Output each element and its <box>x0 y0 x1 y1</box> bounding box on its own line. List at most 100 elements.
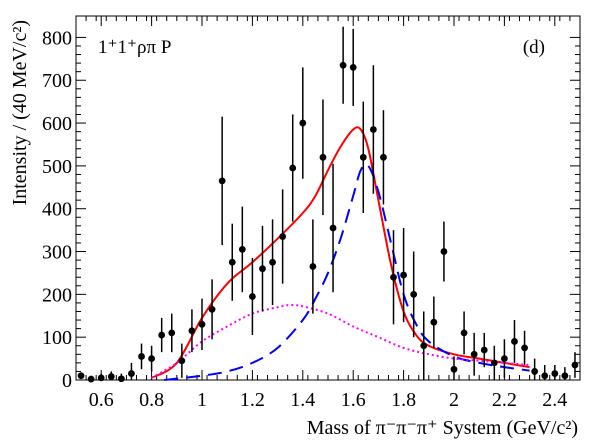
data-point <box>218 116 226 246</box>
point-marker <box>460 329 468 337</box>
annotation-panel: (d) <box>523 37 545 58</box>
point-marker <box>531 368 539 375</box>
point-marker <box>128 370 135 377</box>
data-point <box>117 373 125 383</box>
point-marker <box>470 350 478 358</box>
plot-frame <box>75 15 581 381</box>
point-marker <box>178 357 186 365</box>
data-point <box>400 227 407 323</box>
point-marker <box>521 344 528 352</box>
point-marker <box>410 290 418 298</box>
point-marker <box>269 258 276 266</box>
point-marker <box>238 245 246 253</box>
point-marker <box>208 305 216 313</box>
data-point <box>238 206 246 293</box>
point-marker <box>299 119 307 127</box>
point-marker <box>420 342 428 350</box>
x-tick-label: 1.4 <box>290 389 315 411</box>
point-marker <box>400 271 407 279</box>
data-point <box>269 219 276 306</box>
y-tick-label: 200 <box>42 284 72 306</box>
point-marker <box>168 329 176 337</box>
point-marker <box>380 153 387 161</box>
data-point <box>168 313 176 353</box>
data-point <box>359 101 367 213</box>
y-tick-label: 0 <box>62 370 72 392</box>
data-point <box>198 298 206 351</box>
point-marker <box>561 372 569 380</box>
point-marker <box>430 318 438 326</box>
data-point <box>329 163 337 293</box>
point-marker <box>188 327 196 335</box>
data-point <box>319 99 327 216</box>
data-point <box>289 114 297 222</box>
x-tick-label: 2.4 <box>542 389 567 411</box>
data-point <box>551 365 559 380</box>
point-marker <box>339 61 347 69</box>
y-tick-label: 700 <box>42 70 72 92</box>
y-tick-label: 100 <box>42 327 72 349</box>
point-marker <box>158 331 166 339</box>
point-marker <box>490 359 498 367</box>
data-point <box>460 311 468 355</box>
data-point <box>369 65 377 194</box>
data-point <box>138 343 145 370</box>
point-marker <box>289 164 297 172</box>
data-point <box>420 311 428 380</box>
data-point <box>531 358 539 380</box>
x-tick-label: 1 <box>197 389 207 411</box>
data-point <box>571 352 579 378</box>
y-tick-label: 800 <box>42 27 72 49</box>
data-point <box>490 345 498 380</box>
data-point <box>97 373 105 382</box>
data-point <box>128 362 135 380</box>
y-axis-title: Intensity / (40 MeV/c²) <box>9 20 31 205</box>
point-marker <box>309 263 317 270</box>
x-axis: 0.6 0.8 1 1.2 1.4 1.6 1.8 2 2.2 2.4 <box>75 16 581 411</box>
y-tick-label: 400 <box>42 199 72 221</box>
data-point <box>299 67 307 179</box>
point-marker <box>117 375 125 383</box>
point-marker <box>480 346 488 354</box>
data-point <box>349 28 357 106</box>
point-marker <box>571 361 579 369</box>
resonance-curve <box>164 163 530 381</box>
data-point <box>107 371 115 380</box>
total-fit-curve <box>151 126 530 379</box>
point-marker <box>369 126 377 133</box>
data-point <box>309 219 317 314</box>
fit-curves <box>151 126 530 381</box>
data-point <box>480 332 488 368</box>
x-axis-title: Mass of π⁻π⁻π⁺ System (GeV/c²) <box>307 417 578 439</box>
y-tick-label: 500 <box>42 156 72 178</box>
x-tick-label: 1.8 <box>391 389 416 411</box>
point-marker <box>501 355 508 362</box>
point-marker <box>97 374 105 382</box>
point-marker <box>107 373 115 380</box>
y-axis: 0 100 200 300 400 500 600 700 800 <box>42 27 580 392</box>
background-curve <box>151 303 530 379</box>
data-point <box>390 230 397 325</box>
point-marker <box>541 372 549 380</box>
data-point <box>541 365 549 380</box>
point-marker <box>390 273 397 281</box>
x-tick-label: 1.2 <box>240 389 265 411</box>
point-marker <box>138 353 145 360</box>
data-point <box>430 296 438 348</box>
x-tick-label: 2.2 <box>492 389 517 411</box>
point-marker <box>359 153 367 161</box>
x-tick-label: 0.6 <box>89 389 114 411</box>
point-marker <box>511 338 518 345</box>
data-point <box>228 223 236 301</box>
data-point <box>158 317 166 353</box>
data-point <box>148 345 156 372</box>
x-tick-label: 1.6 <box>341 389 366 411</box>
annotation-wave: 1⁺1⁺ρπ P <box>98 37 171 58</box>
point-marker <box>228 258 236 266</box>
data-point <box>188 309 196 353</box>
point-marker <box>148 355 156 362</box>
data-point <box>178 343 186 378</box>
point-marker <box>551 370 559 377</box>
data-point <box>249 257 256 336</box>
